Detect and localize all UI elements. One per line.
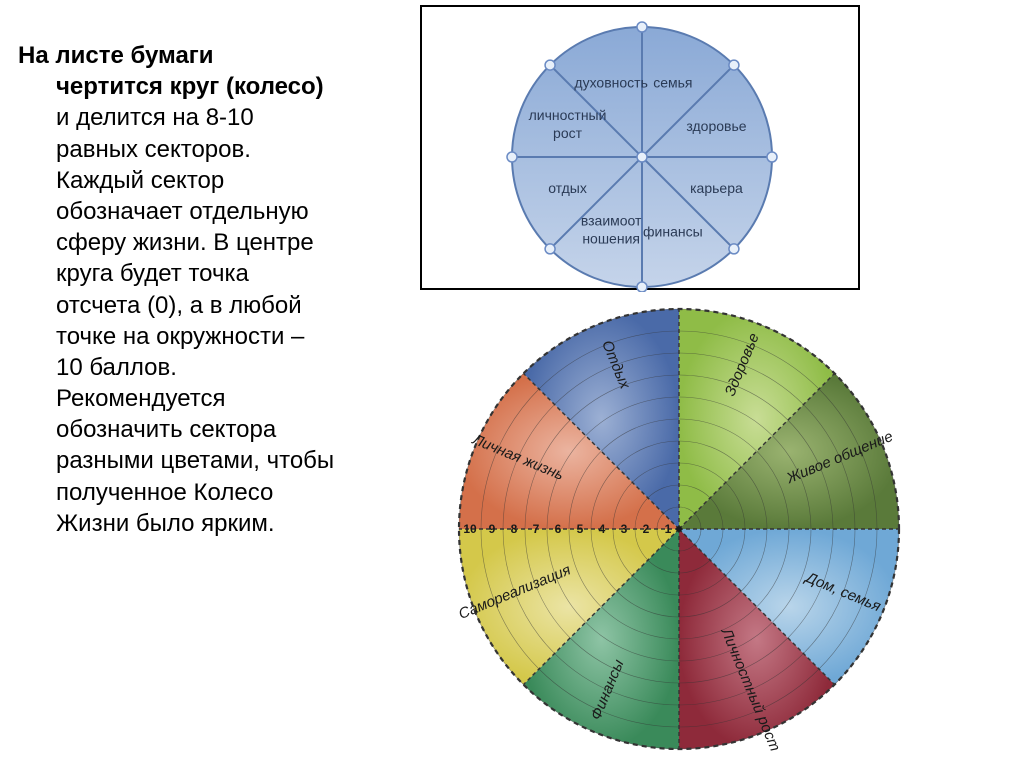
text-line: разными цветами, чтобы [18,445,413,476]
svg-text:отдых: отдых [548,180,587,196]
svg-text:карьера: карьера [690,180,743,196]
svg-text:ношения: ношения [582,230,640,246]
text-line: обозначить сектора [18,414,413,445]
svg-text:7: 7 [533,522,540,536]
svg-text:личностный: личностный [529,107,607,123]
description-text: На листе бумаги чертится круг (колесо) и… [18,40,413,539]
text-line: отсчета (0), а в любой [18,290,413,321]
svg-text:10: 10 [463,522,477,536]
svg-text:1: 1 [665,522,672,536]
svg-text:2: 2 [643,522,650,536]
svg-text:4: 4 [599,522,606,536]
svg-text:финансы: финансы [643,223,703,239]
svg-text:8: 8 [511,522,518,536]
text-line: чертится круг (колесо) [18,71,413,102]
text-line: точке на окружности – [18,321,413,352]
top-wheel-diagram: семья здоровье карьера финансывзаимоот ношен… [420,5,860,290]
text-line: Каждый сектор [18,165,413,196]
svg-text:5: 5 [577,522,584,536]
text-line: На листе бумаги [18,40,413,71]
text-line: равных секторов. [18,134,413,165]
text-line: Рекомендуется [18,383,413,414]
svg-text:рост: рост [553,125,583,141]
svg-text:взаимоот: взаимоот [581,212,642,228]
bottom-wheel-diagram: ЗдоровьеЖивое общениеДом, семьяЛичностны… [415,292,943,767]
text-line: и делится на 8-10 [18,102,413,133]
text-line: сферу жизни. В центре [18,227,413,258]
text-line: Жизни было ярким. [18,508,413,539]
svg-text:семья: семья [653,75,692,91]
text-line: полученное Колесо [18,477,413,508]
svg-text:9: 9 [489,522,496,536]
svg-text:6: 6 [555,522,562,536]
text-line: круга будет точка [18,258,413,289]
text-line: 10 баллов. [18,352,413,383]
text-line: обозначает отдельную [18,196,413,227]
svg-text:духовность: духовность [574,75,647,91]
svg-text:здоровье: здоровье [686,118,746,134]
svg-text:3: 3 [621,522,628,536]
